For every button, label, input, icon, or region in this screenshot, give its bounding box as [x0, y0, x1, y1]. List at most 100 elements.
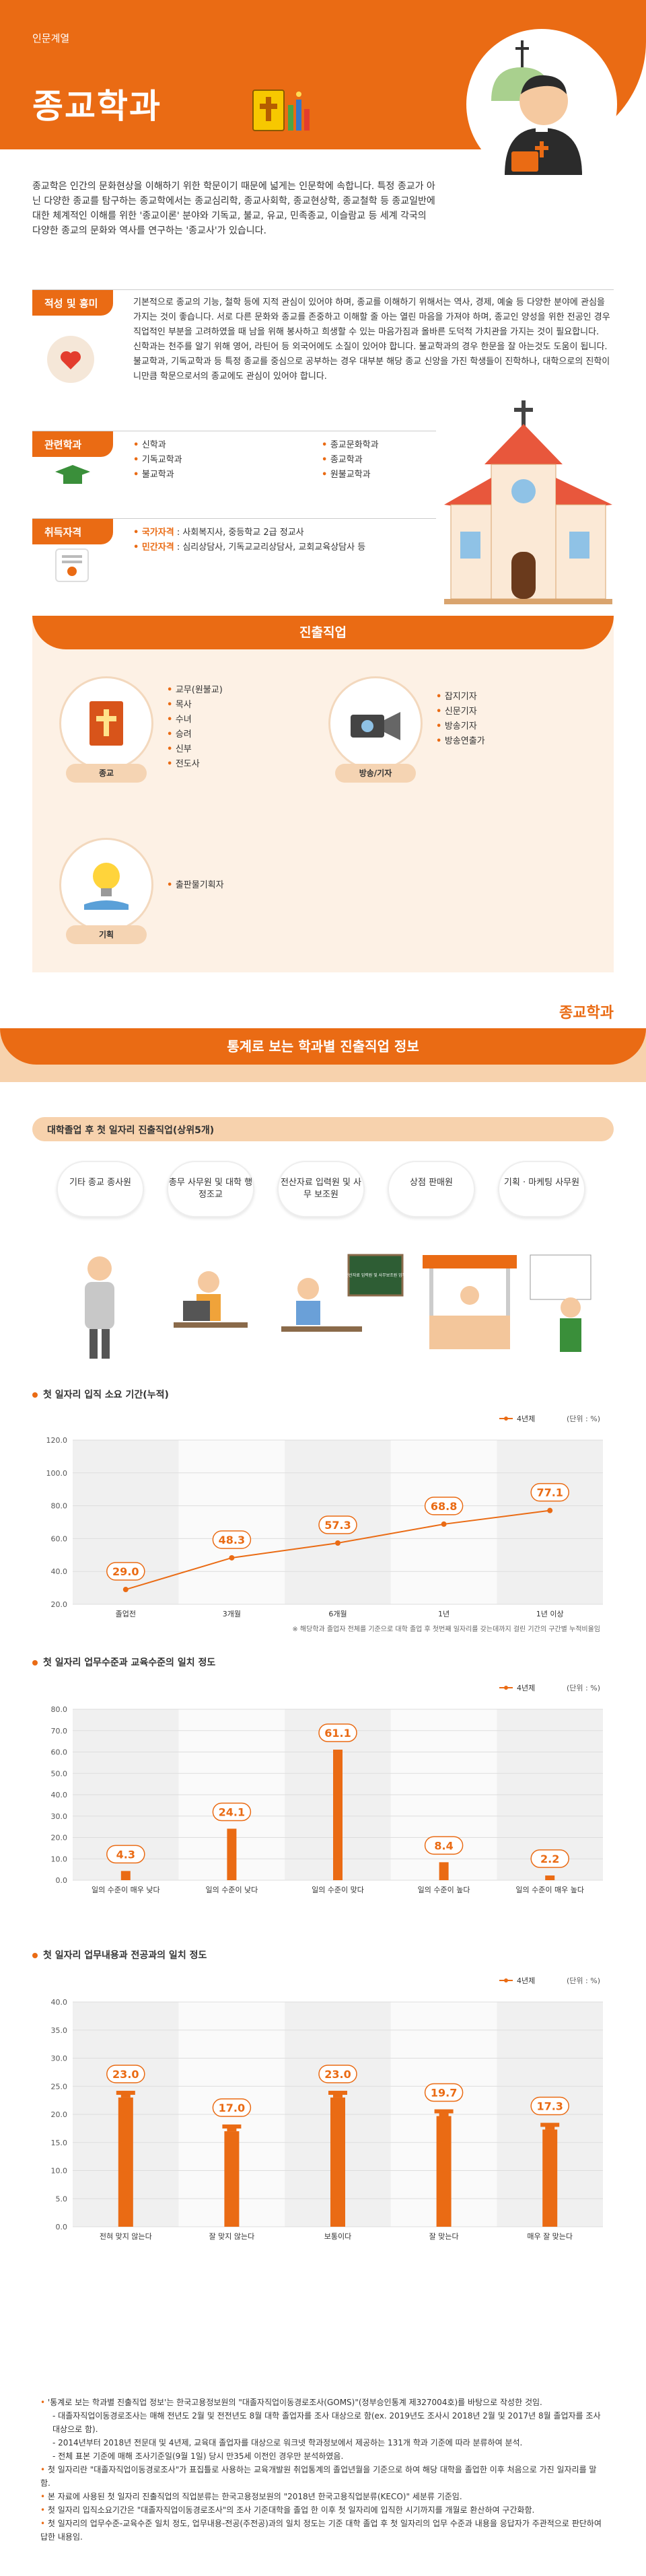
chart-point	[441, 1521, 447, 1527]
chart-y-tick: 80.0	[51, 1502, 68, 1511]
related-dept: 종교문화학과	[322, 438, 436, 453]
license-value: 사회복지사, 중등학교 2급 정교사	[182, 528, 304, 538]
chart-bar-cap	[328, 2090, 347, 2095]
top5-title: 대학졸업 후 첫 일자리 진출직업(상위5개)	[47, 1125, 215, 1136]
chart-data-label-bg	[530, 2096, 569, 2116]
chart-x-tick: 잘 맞지 않는다	[209, 2232, 255, 2241]
chart-bar	[545, 1875, 555, 1880]
career-job: 목사	[167, 698, 301, 713]
chart-data-label-bg	[318, 2065, 357, 2083]
chart3-svg: 40.0 35.0 30.0 25.0 20.0 15.0 10.0 5.0 0.0 4년제 (단위…	[51, 1976, 603, 2241]
career-job: 신문기자	[436, 705, 571, 719]
chart-x-tick: 잘 맞는다	[429, 2232, 459, 2241]
chart-y-tick: 40.0	[51, 1567, 68, 1576]
chart-data-label: 2.2	[540, 1853, 559, 1865]
chart-bar-cap	[439, 2112, 449, 2116]
chart3-box: 40.0 35.0 30.0 25.0 20.0 15.0 10.0 5.0 0.0 4년제 (단위…	[32, 1968, 614, 2251]
chart-y-tick: 20.0	[51, 1834, 68, 1842]
top5-bubble: 전산자료 입력원 및 사무 보조원	[277, 1161, 365, 1217]
chart-y-tick: 15.0	[51, 2139, 68, 2147]
chart1-title: 첫 일자리 입직 소요 기간(누적)	[32, 1388, 169, 1401]
chart-data-label: 4.3	[116, 1848, 135, 1861]
chart-data-label-bg	[106, 1845, 145, 1864]
page-title: 종교학과	[32, 87, 162, 126]
church-illustration	[444, 400, 612, 604]
chart-x-tick: 일의 수준이 맞다	[312, 1885, 364, 1894]
chart-x-tick: 6개월	[328, 1610, 347, 1618]
chart-data-label: 57.3	[324, 1519, 351, 1532]
notes: '통계로 보는 학과별 진출직업 정보'는 한국고용정보원의 "대졸자직업이동경…	[40, 2396, 606, 2544]
chart-y-tick: 5.0	[56, 2194, 68, 2203]
chart-legend-label: 4년제	[517, 1684, 535, 1692]
chart-y-tick: 60.0	[51, 1748, 68, 1757]
license-key: 국가자격	[141, 528, 174, 538]
chart-x-tick: 일의 수준이 높다	[418, 1885, 470, 1894]
chart-legend-label: 4년제	[517, 1415, 535, 1423]
lightbulb-icon	[84, 863, 129, 910]
aptitude-paragraph-2: 신학과는 천주를 알기 위해 영어, 라틴어 등 외국어에도 소질이 있어야 합…	[133, 342, 610, 382]
top5-bubble: 기획 · 마케팅 사무원	[498, 1161, 585, 1217]
chart-unit-label: (단위 : %)	[567, 1415, 600, 1423]
chart-x-tick: 보통이다	[324, 2232, 351, 2241]
chart1-svg: 120.0 100.0 80.0 60.0 40.0 20.0 4년제 (단위 : %) 졸업전…	[46, 1415, 603, 1633]
chart-bar-cap	[222, 2124, 242, 2129]
license-value: 심리상담사, 기독교교리상담사, 교회교육상담사 등	[182, 542, 366, 552]
chart-point	[229, 1554, 235, 1561]
chart-bar	[542, 2129, 558, 2227]
aptitude-icon	[47, 336, 94, 383]
chart-y-tick: 40.0	[51, 1998, 68, 2007]
chart-y-tick: 100.0	[46, 1469, 68, 1478]
related-tag: 관련학과	[32, 431, 113, 457]
related-dept: 원불교학과	[322, 468, 436, 482]
chart2-box: 80.0 70.0 60.0 50.0 40.0 30.0 20.0 10.0 0.0 4년제 (단…	[32, 1676, 614, 1904]
whiteboard-text: 전산자료 입력원 및 사무보조원 업무	[345, 1273, 406, 1278]
career-job: 승려	[167, 727, 301, 742]
career-label: 방송/기자	[335, 764, 416, 783]
chart-x-tick: 매우 잘 맞는다	[527, 2232, 573, 2241]
license-tag: 취득자격	[32, 519, 113, 544]
chart-legend-label: 4년제	[517, 1976, 535, 1985]
stats-title: 통계로 보는 학과별 진출직업 정보	[0, 1028, 646, 1065]
chart-data-label-bg	[106, 2065, 145, 2083]
chart-bar-cap	[116, 2090, 135, 2095]
chart-y-tick: 30.0	[51, 2054, 68, 2063]
note-item: 2014년부터 2018년 전문대 및 4년제, 교육대 졸업자를 대상으로 워…	[40, 2436, 606, 2449]
stats-band: 통계로 보는 학과별 진출직업 정보	[0, 1028, 646, 1082]
bible-icon	[89, 701, 123, 746]
chart-bar-cap	[120, 2093, 131, 2098]
chart-y-tick: 20.0	[51, 1600, 68, 1609]
chart-bar	[439, 1862, 449, 1880]
chart2-svg: 80.0 70.0 60.0 50.0 40.0 30.0 20.0 10.0 0.0 4년제 (단…	[51, 1684, 603, 1894]
chart-bar	[227, 1828, 237, 1880]
chart-data-label-bg	[424, 1836, 464, 1855]
chart-legend-marker	[504, 1417, 508, 1421]
chart-y-tick: 30.0	[51, 1812, 68, 1821]
camera-icon	[351, 712, 400, 740]
chart-bar-cap	[540, 2122, 560, 2127]
chart-data-label: 19.7	[431, 2087, 457, 2100]
chart-point	[335, 1540, 340, 1546]
career-job: 전도사	[167, 757, 301, 772]
related-section: 관련학과 신학과 기독교학과 불교학과 종교문화학과 종교학과 원불교학과	[32, 431, 436, 498]
chart-y-tick: 60.0	[51, 1534, 68, 1543]
chart-bar	[120, 1871, 131, 1880]
chart-bar-cap	[545, 2125, 555, 2130]
chart-data-label-bg	[106, 1562, 145, 1581]
license-key: 민간자격	[141, 542, 174, 552]
chart-bar-cap	[434, 2109, 454, 2114]
chart-footnote: ※ 해당학과 졸업자 전체를 기준으로 대학 졸업 후 첫번째 일자리를 갖는데…	[292, 1624, 600, 1633]
chart-data-label-bg	[424, 2083, 464, 2102]
certificate-icon	[55, 548, 89, 582]
chart-data-label: 17.3	[536, 2100, 563, 2113]
careers-title: 진출직업	[32, 616, 614, 649]
chart-data-label: 61.1	[324, 1727, 351, 1740]
note-item: 전체 표본 기준에 매해 조사기준일(9월 1일) 당시 만35세 이전인 경우…	[40, 2449, 606, 2463]
chart-y-tick: 10.0	[51, 1855, 68, 1863]
chart-legend-marker	[504, 1978, 508, 1982]
chart-data-label-bg	[530, 1482, 569, 1502]
chart-data-label-bg	[212, 2098, 252, 2117]
chart-y-tick: 120.0	[46, 1436, 68, 1445]
career-job: 방송연출가	[436, 734, 571, 749]
priest-illustration	[466, 29, 617, 180]
chart2-title: 첫 일자리 업무수준과 교육수준의 일치 정도	[32, 1655, 215, 1669]
